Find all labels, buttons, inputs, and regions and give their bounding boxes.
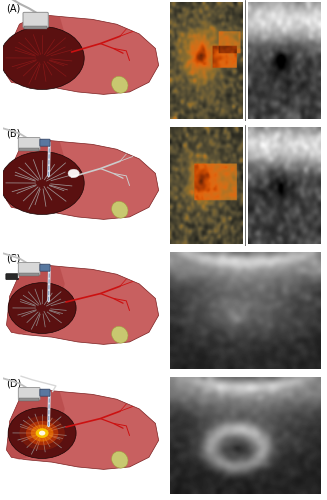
- Circle shape: [68, 169, 79, 177]
- Polygon shape: [7, 140, 65, 210]
- Polygon shape: [7, 14, 65, 84]
- Polygon shape: [7, 14, 159, 94]
- Bar: [20, 398, 39, 401]
- Circle shape: [0, 152, 84, 214]
- FancyBboxPatch shape: [40, 389, 50, 396]
- Ellipse shape: [112, 326, 128, 343]
- FancyBboxPatch shape: [23, 12, 48, 28]
- Circle shape: [39, 430, 45, 436]
- Text: (A): (A): [7, 4, 21, 14]
- Polygon shape: [7, 264, 159, 344]
- FancyBboxPatch shape: [18, 138, 40, 150]
- Circle shape: [8, 282, 76, 334]
- FancyBboxPatch shape: [6, 274, 19, 280]
- Text: (B): (B): [7, 128, 21, 138]
- Bar: [20, 274, 39, 276]
- Circle shape: [31, 424, 53, 442]
- FancyBboxPatch shape: [40, 264, 50, 271]
- Polygon shape: [7, 390, 159, 469]
- Polygon shape: [7, 264, 65, 334]
- FancyBboxPatch shape: [18, 262, 40, 275]
- Circle shape: [19, 416, 65, 450]
- Polygon shape: [7, 140, 159, 220]
- Circle shape: [36, 428, 49, 438]
- Ellipse shape: [112, 202, 128, 218]
- Bar: [20, 148, 39, 151]
- Circle shape: [8, 408, 76, 459]
- FancyBboxPatch shape: [18, 388, 40, 400]
- Polygon shape: [7, 390, 65, 460]
- Ellipse shape: [112, 76, 128, 93]
- Text: (C): (C): [7, 254, 21, 264]
- Circle shape: [26, 421, 58, 445]
- Ellipse shape: [112, 452, 128, 468]
- Circle shape: [0, 26, 84, 90]
- Bar: [24, 26, 47, 29]
- FancyBboxPatch shape: [40, 139, 50, 146]
- Text: (D): (D): [7, 378, 22, 388]
